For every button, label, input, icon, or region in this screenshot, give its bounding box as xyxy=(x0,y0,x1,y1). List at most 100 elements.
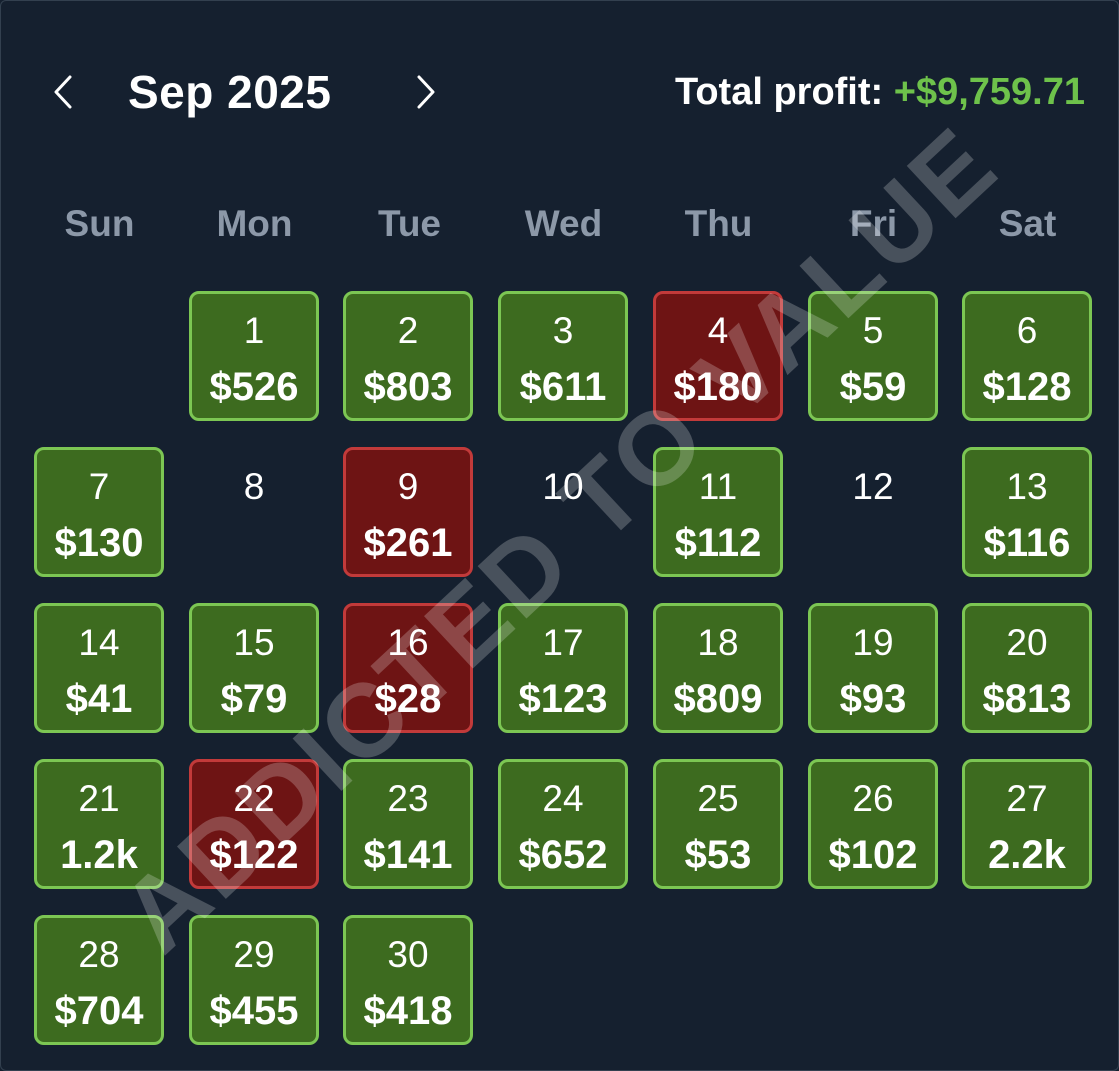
day-cell[interactable]: 29 $455 xyxy=(189,915,319,1045)
day-number: 28 xyxy=(78,934,120,975)
day-cell[interactable]: 20 $813 xyxy=(962,603,1092,733)
day-cell[interactable]: 8 xyxy=(189,447,319,577)
total-profit: Total profit: +$9,759.71 xyxy=(675,66,1085,118)
day-profit-amount: $418 xyxy=(363,989,453,1033)
day-profit-amount: $455 xyxy=(209,989,299,1033)
day-number: 18 xyxy=(697,622,739,663)
day-profit-amount: $704 xyxy=(54,989,144,1033)
day-cell[interactable]: 16 $28 xyxy=(343,603,473,733)
day-profit-amount: 1.2k xyxy=(60,833,138,877)
day-cell[interactable]: 10 xyxy=(498,447,628,577)
day-cell[interactable]: 14 $41 xyxy=(34,603,164,733)
day-number: 2 xyxy=(397,310,419,351)
day-profit-amount: $116 xyxy=(983,521,1071,565)
day-profit-amount: $93 xyxy=(839,677,907,721)
day-cell[interactable]: 5 $59 xyxy=(808,291,938,421)
day-profit-amount: $41 xyxy=(65,677,133,721)
day-number: 24 xyxy=(542,778,584,819)
day-profit-amount: $28 xyxy=(374,677,442,721)
day-cell[interactable]: 27 2.2k xyxy=(962,759,1092,889)
weekday-wed: Wed xyxy=(524,203,603,244)
day-cell[interactable]: 4 $180 xyxy=(653,291,783,421)
total-profit-value: +$9,759.71 xyxy=(893,71,1085,113)
day-cell[interactable]: 17 $123 xyxy=(498,603,628,733)
day-number: 12 xyxy=(852,466,894,507)
day-cell[interactable]: 26 $102 xyxy=(808,759,938,889)
day-cell[interactable]: 25 $53 xyxy=(653,759,783,889)
day-profit-amount: $102 xyxy=(828,833,918,877)
day-cell[interactable]: 13 $116 xyxy=(962,447,1092,577)
day-profit-amount: $123 xyxy=(518,677,608,721)
weekday-thu: Thu xyxy=(684,203,753,244)
chevron-right-icon xyxy=(417,75,435,109)
day-profit-amount: $112 xyxy=(674,521,762,565)
day-cell[interactable]: 18 $809 xyxy=(653,603,783,733)
day-number: 23 xyxy=(387,778,429,819)
day-profit-amount: $130 xyxy=(54,521,144,565)
day-profit-amount: $611 xyxy=(519,365,607,409)
day-number: 26 xyxy=(852,778,894,819)
day-profit-amount: $79 xyxy=(220,677,288,721)
prev-month-button[interactable] xyxy=(43,70,83,114)
day-number: 14 xyxy=(78,622,120,663)
day-cell[interactable]: 19 $93 xyxy=(808,603,938,733)
day-number: 9 xyxy=(397,466,419,507)
day-number: 4 xyxy=(707,310,729,351)
day-profit-amount: $803 xyxy=(363,365,453,409)
day-cell[interactable]: 12 xyxy=(808,447,938,577)
day-number: 1 xyxy=(243,310,265,351)
day-profit-amount: $180 xyxy=(673,365,763,409)
day-profit-amount: $526 xyxy=(209,365,299,409)
day-profit-amount: $809 xyxy=(673,677,763,721)
day-number: 25 xyxy=(697,778,739,819)
weekday-header-row: Sun Mon Tue Wed Thu Fri Sat xyxy=(22,198,1104,250)
day-cell[interactable]: 6 $128 xyxy=(962,291,1092,421)
next-month-button[interactable] xyxy=(406,70,446,114)
day-cell[interactable]: 7 $130 xyxy=(34,447,164,577)
day-number: 21 xyxy=(78,778,120,819)
day-number: 7 xyxy=(88,466,110,507)
day-number: 19 xyxy=(852,622,894,663)
day-cell[interactable]: 11 $112 xyxy=(653,447,783,577)
day-number: 30 xyxy=(387,934,429,975)
day-number: 10 xyxy=(542,466,584,507)
day-profit-amount: $59 xyxy=(839,365,907,409)
day-cell[interactable]: 2 $803 xyxy=(343,291,473,421)
day-profit-amount: $53 xyxy=(684,833,752,877)
day-number: 22 xyxy=(233,778,275,819)
day-number: 11 xyxy=(698,466,738,507)
day-cell[interactable]: 22 $122 xyxy=(189,759,319,889)
day-profit-amount: $141 xyxy=(363,833,453,877)
weekday-sat: Sat xyxy=(998,203,1057,244)
day-profit-amount: $128 xyxy=(982,365,1072,409)
day-number: 13 xyxy=(1006,466,1048,507)
day-profit-amount: 2.2k xyxy=(988,833,1066,877)
day-number: 6 xyxy=(1016,310,1038,351)
weekday-mon: Mon xyxy=(216,203,293,244)
day-number: 17 xyxy=(542,622,584,663)
day-cell[interactable]: 23 $141 xyxy=(343,759,473,889)
day-number: 20 xyxy=(1006,622,1048,663)
day-cell[interactable]: 24 $652 xyxy=(498,759,628,889)
calendar-header: Sep 2025 Total profit: +$9,759.71 xyxy=(0,56,1119,128)
weekday-sun: Sun xyxy=(64,203,135,244)
day-profit-amount: $261 xyxy=(363,521,453,565)
day-number: 8 xyxy=(243,466,265,507)
day-cell[interactable]: 28 $704 xyxy=(34,915,164,1045)
day-cell[interactable]: 15 $79 xyxy=(189,603,319,733)
month-title: Sep 2025 xyxy=(128,66,332,118)
day-cell[interactable]: 9 $261 xyxy=(343,447,473,577)
day-cell[interactable]: 21 1.2k xyxy=(34,759,164,889)
day-number: 15 xyxy=(233,622,275,663)
day-number: 27 xyxy=(1006,778,1048,819)
day-number: 5 xyxy=(862,310,884,351)
day-number: 3 xyxy=(552,310,574,351)
day-profit-amount: $813 xyxy=(982,677,1072,721)
day-cell[interactable]: 3 $611 xyxy=(498,291,628,421)
chevron-left-icon xyxy=(54,75,72,109)
day-cell[interactable]: 1 $526 xyxy=(189,291,319,421)
day-profit-amount: $122 xyxy=(209,833,299,877)
day-cell[interactable]: 30 $418 xyxy=(343,915,473,1045)
